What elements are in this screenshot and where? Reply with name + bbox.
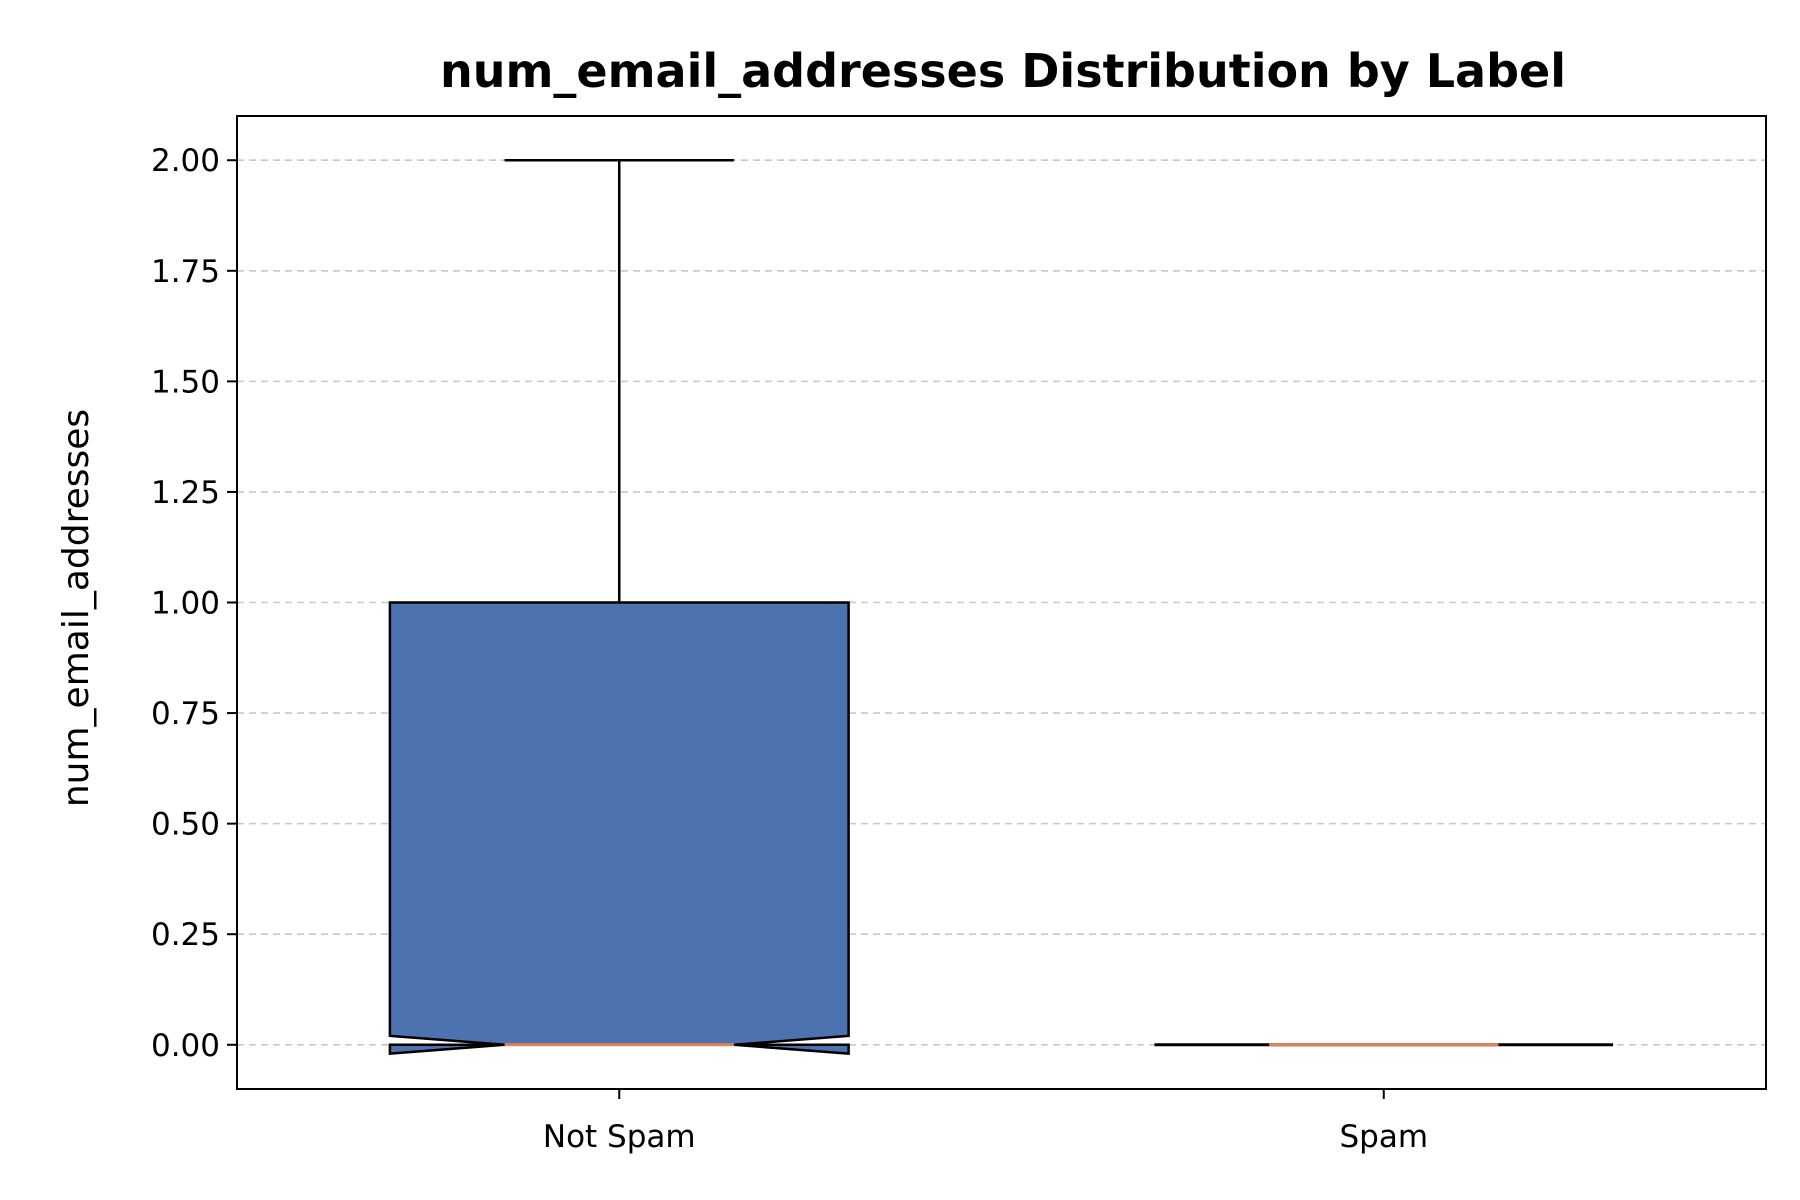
x-axis-ticks: Not Spam Spam — [543, 1089, 1428, 1155]
x-tick-label: Not Spam — [543, 1119, 696, 1155]
y-axis-label: num_email_addresses — [56, 409, 97, 807]
x-tick-label: Spam — [1339, 1119, 1428, 1155]
y-tick-label: 1.00 — [151, 586, 220, 622]
y-tick-label: 0.00 — [151, 1028, 220, 1064]
y-tick-label: 2.00 — [151, 143, 220, 179]
y-tick-label: 1.25 — [151, 475, 220, 511]
y-tick-label: 0.50 — [151, 807, 220, 843]
y-tick-label: 1.75 — [151, 254, 220, 290]
boxes — [388, 158, 1614, 1055]
box-1 — [388, 158, 850, 1055]
y-axis-ticks: 0.00 0.25 0.50 0.75 1.00 1.25 1.50 1.75 2.00 — [151, 143, 237, 1064]
chart-title: num_email_addresses Distribution by Labe… — [440, 44, 1566, 98]
y-tick-label: 1.50 — [151, 364, 220, 400]
box-body — [388, 601, 850, 1055]
y-tick-label: 0.75 — [151, 696, 220, 732]
y-tick-label: 0.25 — [151, 917, 220, 953]
